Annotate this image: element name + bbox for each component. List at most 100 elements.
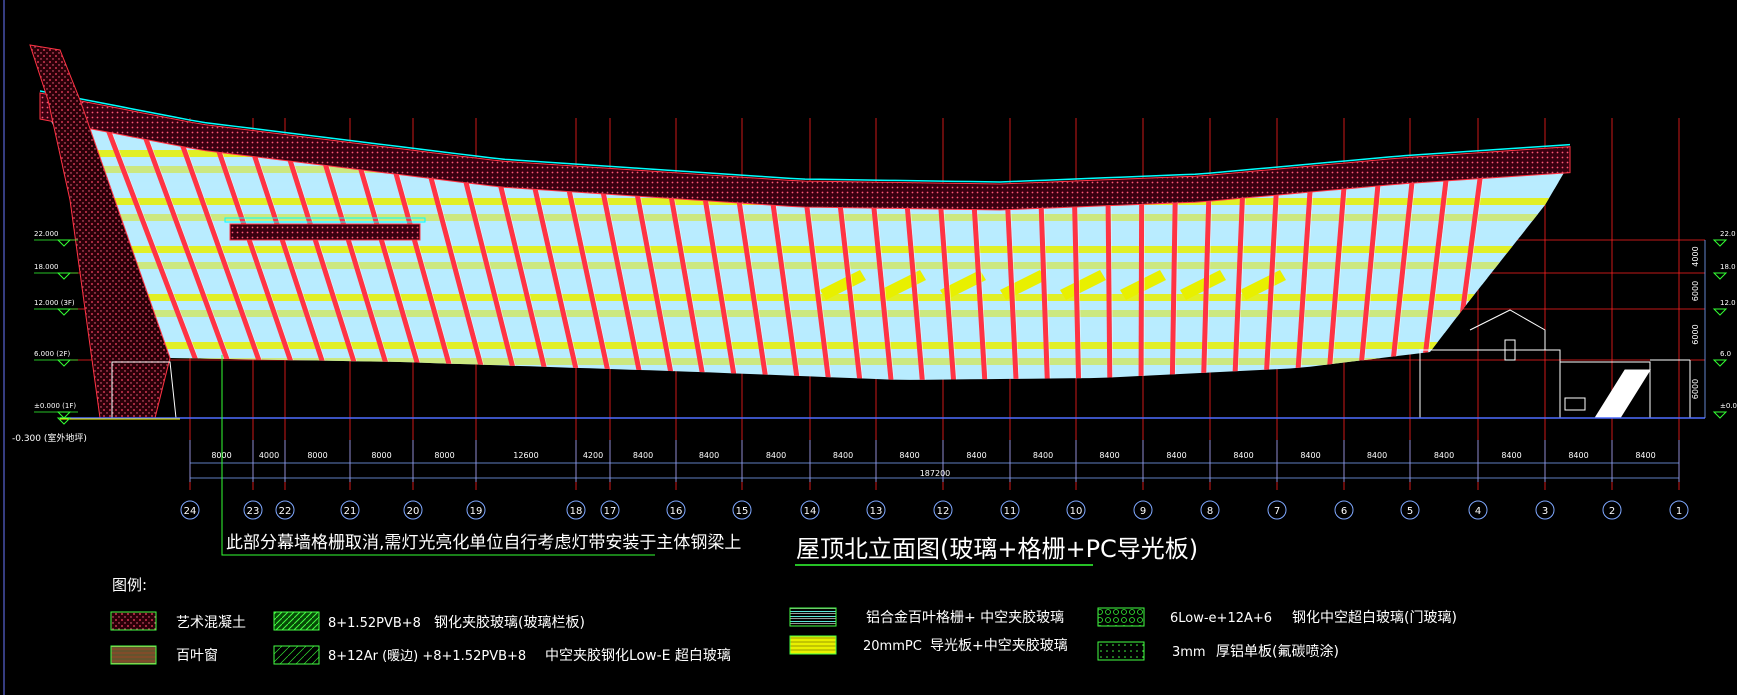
level-label-left: 18.000 xyxy=(34,263,59,271)
facade-band xyxy=(50,262,1565,269)
level-symbol xyxy=(1712,308,1728,316)
axis-label-1: 1 xyxy=(1676,506,1682,517)
curtain-wall-facade xyxy=(29,44,1571,419)
level-label-right: ±0.0 xyxy=(1720,402,1737,410)
inclined-column xyxy=(1104,119,1113,380)
vertical-dim-value: 6000 xyxy=(1691,281,1700,301)
span-dim-value: 8400 xyxy=(833,451,853,460)
legend-label-art-concrete: 艺术混凝土 xyxy=(176,615,246,631)
vertical-dim-value: 4000 xyxy=(1691,246,1700,266)
balcony-beam xyxy=(229,223,421,241)
pc-panel-highlight xyxy=(1180,270,1226,300)
roof-band xyxy=(39,92,1571,211)
level-symbol xyxy=(56,359,72,367)
facade-band xyxy=(50,294,1565,301)
axis-bubble-18 xyxy=(566,500,586,520)
axis-bubble-21 xyxy=(340,500,360,520)
drawing-title: 屋顶北立面图(玻璃+格栅+PC导光板) xyxy=(796,535,1198,563)
level-markers-left: 22.000 18.000 12.000 (3F) 6.000 (2F) ±0.000 … xyxy=(34,230,78,425)
axis-bubble-2 xyxy=(1602,500,1622,520)
span-dim-value: 8400 xyxy=(1501,451,1521,460)
level-symbol xyxy=(1712,272,1728,280)
legend-label-door-glass: 钢化中空超白玻璃(门玻璃) xyxy=(1292,609,1457,626)
axis-label-16: 16 xyxy=(670,506,683,517)
span-dim-value: 8000 xyxy=(371,451,391,460)
axis-bubble-1 xyxy=(1669,500,1689,520)
facade-band xyxy=(50,310,1565,317)
inclined-column xyxy=(1138,119,1145,380)
span-dim-value: 8400 xyxy=(766,451,786,460)
axis-bubble-6 xyxy=(1334,500,1354,520)
axis-label-9: 9 xyxy=(1140,506,1146,517)
span-dim-value: 8400 xyxy=(1568,451,1588,460)
span-dimensions: 8000 4000 8000 8000 8000 12600 4200 8400 8400 840… xyxy=(189,440,1680,482)
legend-label-pc-panel: 导光板+中空夹胶玻璃 xyxy=(930,637,1068,654)
axis-bubble-17 xyxy=(600,500,620,520)
outdoor-level-label: -0.300 (室外地坪) xyxy=(12,432,87,444)
axis-label-23: 23 xyxy=(247,506,260,517)
span-dim-value: 8400 xyxy=(1233,451,1253,460)
legend-code-door-glass: 6Low-e+12A+6 xyxy=(1170,611,1272,626)
level-markers-right: 22.0 18.0 12.0 6.0 ±0.0 xyxy=(1712,230,1737,419)
axis-label-18: 18 xyxy=(570,506,583,517)
axis-label-15: 15 xyxy=(736,506,749,517)
span-dim-value: 8400 xyxy=(1434,451,1454,460)
level-symbol xyxy=(56,272,72,280)
inclined-column xyxy=(92,119,214,380)
legend-swatch-art-concrete xyxy=(110,611,157,631)
legend-code-pc-panel: 20mmPC xyxy=(863,639,922,654)
span-dim-value: 8000 xyxy=(434,451,454,460)
level-label-left: 22.000 xyxy=(34,230,59,238)
axis-label-3: 3 xyxy=(1542,506,1548,517)
vertical-dim-value: 6000 xyxy=(1691,324,1700,344)
legend-swatch-aluminum-louver xyxy=(789,607,837,627)
column-edge xyxy=(132,119,246,380)
level-symbol xyxy=(1712,359,1728,367)
inclined-column xyxy=(127,119,245,380)
axis-label-4: 4 xyxy=(1475,506,1481,517)
span-dim-value: 8400 xyxy=(1367,451,1387,460)
legend-swatch-pc-panel xyxy=(789,635,837,655)
legend-swatch-laminated-glass xyxy=(273,611,320,631)
level-label-right: 18.0 xyxy=(1720,263,1736,271)
span-dim-value: 8400 xyxy=(1635,451,1655,460)
level-label-left: 12.000 (3F) xyxy=(34,299,75,307)
vertical-dimensions: 4000 6000 6000 6000 xyxy=(1691,240,1706,418)
axis-label-5: 5 xyxy=(1407,506,1413,517)
axis-label-19: 19 xyxy=(470,506,483,517)
axis-bubble-20 xyxy=(403,500,423,520)
pc-panel-highlight xyxy=(820,270,866,300)
axis-bubble-11 xyxy=(1000,500,1020,520)
axis-bubble-16 xyxy=(666,500,686,520)
axis-label-10: 10 xyxy=(1070,506,1083,517)
legend-code-insulated-glass: 8+12Ar (暖边) +8+1.52PVB+8 xyxy=(328,649,526,664)
level-label-right: 6.0 xyxy=(1720,350,1731,358)
span-dim-value: 8400 xyxy=(633,451,653,460)
facade-band xyxy=(50,246,1565,253)
axis-bubble-7 xyxy=(1267,500,1287,520)
axis-label-13: 13 xyxy=(870,506,883,517)
roof-edge xyxy=(39,90,1571,183)
axis-label-2: 2 xyxy=(1609,506,1615,517)
axis-bubble-19 xyxy=(466,500,486,520)
total-dim-value: 187200 xyxy=(920,469,951,478)
level-label-left: 6.000 (2F) xyxy=(34,350,70,358)
axis-label-22: 22 xyxy=(279,506,292,517)
axis-label-14: 14 xyxy=(804,506,817,517)
level-symbol xyxy=(1712,411,1728,419)
level-label-right: 22.0 xyxy=(1720,230,1736,238)
axis-bubble-23 xyxy=(243,500,263,520)
span-dim-value: 4000 xyxy=(259,451,279,460)
pc-panel-highlight xyxy=(940,270,986,300)
legend: 图例: 艺术混凝土 百叶窗 8+1.52PVB+8 钢化夹胶玻璃(玻璃栏板) 8… xyxy=(110,576,1457,665)
ground-floor-outline xyxy=(111,309,1691,419)
span-dim-value: 8000 xyxy=(307,451,327,460)
facade-band xyxy=(50,278,1565,285)
level-label-left: ±0.000 (1F) xyxy=(34,402,76,410)
axis-label-21: 21 xyxy=(344,506,357,517)
level-symbol xyxy=(56,308,72,316)
legend-label-insulated-glass: 中空夹胶钢化Low-E 超白玻璃 xyxy=(545,647,731,664)
legend-swatch-louver xyxy=(110,645,157,665)
axis-label-6: 6 xyxy=(1341,506,1347,517)
facade-band xyxy=(50,326,1565,333)
